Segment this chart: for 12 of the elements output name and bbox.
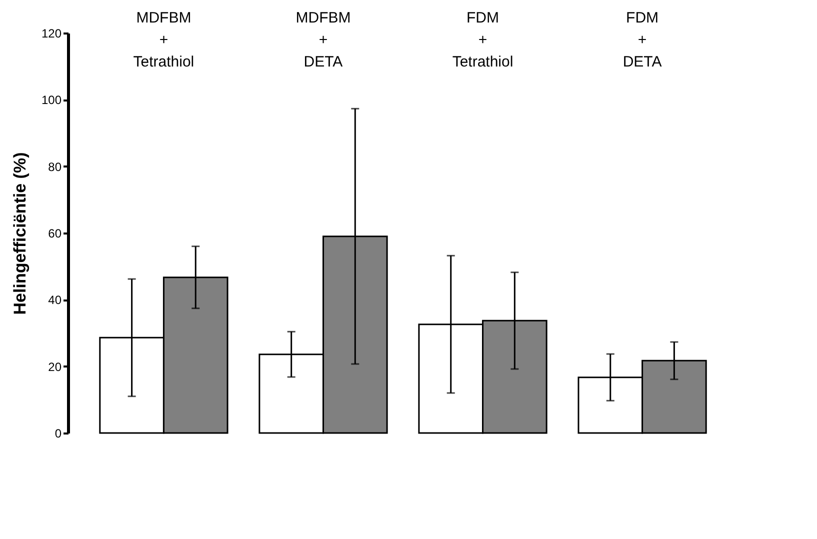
- y-axis-title: Helingefficiëntie (%): [10, 152, 30, 315]
- x-tick-label: FDM + DETA: [622, 10, 662, 70]
- y-tick-label: 20: [48, 360, 62, 374]
- y-tick-label: 100: [41, 93, 62, 108]
- y-tick-label: 0: [54, 426, 62, 440]
- y-tick-label: 60: [48, 226, 62, 240]
- x-tick-label: MDFBM + DETA: [296, 10, 351, 70]
- y-tick-label: 40: [48, 293, 62, 308]
- x-tick-label: MDFBM + Tetrathiol: [133, 10, 194, 70]
- x-tick-label: FDM + Tetrathiol: [452, 10, 514, 70]
- y-tick-label: 80: [48, 160, 62, 174]
- y-tick-label: 120: [41, 26, 62, 40]
